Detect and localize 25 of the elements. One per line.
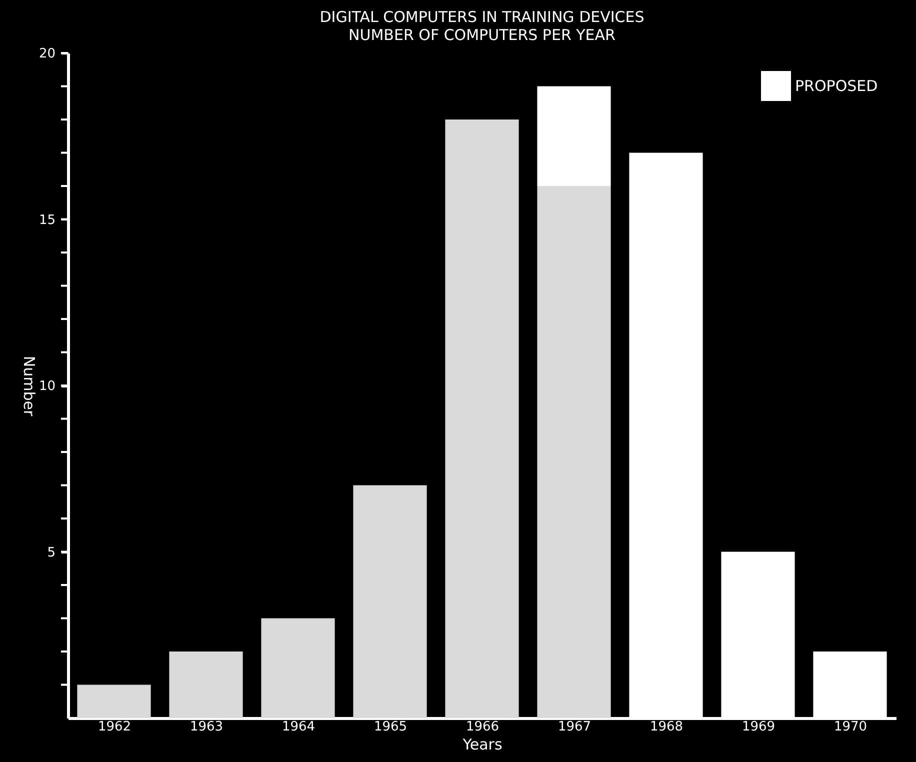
x-tick-label: 1970 bbox=[834, 720, 868, 734]
chart-title: DIGITAL COMPUTERS IN TRAINING DEVICES bbox=[320, 8, 644, 26]
y-tick-label: 20 bbox=[38, 46, 56, 62]
y-tick-label: 5 bbox=[47, 545, 56, 560]
x-tick-label: 1964 bbox=[282, 720, 316, 734]
bar bbox=[77, 684, 151, 718]
bar bbox=[169, 652, 243, 718]
chart-subtitle: NUMBER OF COMPUTERS PER YEAR bbox=[348, 26, 616, 44]
bar bbox=[261, 618, 335, 718]
bar bbox=[353, 485, 427, 718]
bar bbox=[537, 186, 611, 718]
x-tick-label: 1962 bbox=[98, 720, 132, 734]
x-tick-label: 1965 bbox=[374, 720, 408, 734]
x-axis-title: Years bbox=[462, 736, 502, 754]
y-tick-label: 10 bbox=[38, 379, 56, 394]
legend-label: PROPOSED bbox=[795, 77, 878, 95]
bar bbox=[445, 120, 519, 718]
y-tick-label: 15 bbox=[38, 212, 56, 228]
x-tick-label: 1967 bbox=[558, 720, 592, 734]
x-tick-label: 1969 bbox=[742, 720, 776, 734]
y-axis-title: Number bbox=[20, 356, 38, 417]
x-tick-label: 1968 bbox=[650, 720, 684, 734]
x-tick-label: 1966 bbox=[466, 720, 500, 734]
bar bbox=[537, 86, 611, 186]
x-tick-label: 1963 bbox=[190, 720, 224, 734]
